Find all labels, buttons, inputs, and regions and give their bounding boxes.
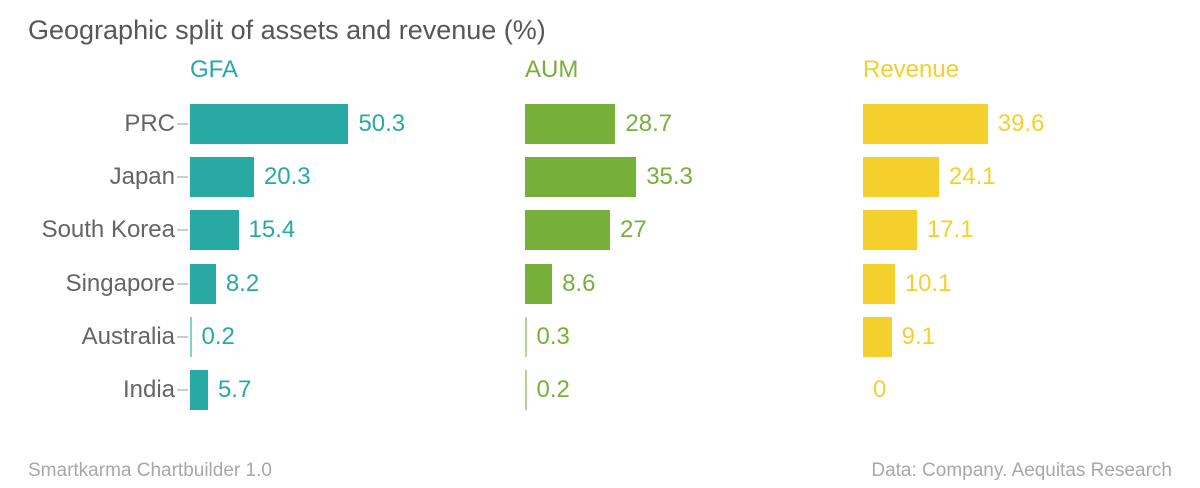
value-label-gfa-japan: 20.3	[263, 163, 311, 191]
bar-aum-prc	[525, 104, 616, 144]
axis-tick	[177, 229, 188, 232]
value-label-revenue-australia: 9.1	[901, 322, 936, 350]
bar-aum-india	[525, 370, 527, 410]
bar-gfa-japan	[190, 157, 254, 198]
bar-aum-south-korea	[525, 210, 611, 251]
bar-gfa-south-korea	[190, 210, 239, 251]
bar-gfa-india	[190, 370, 208, 410]
chart-title: Geographic split of assets and revenue (…	[28, 15, 546, 45]
value-label-gfa-south-korea: 15.4	[248, 216, 296, 244]
category-label-south-korea: South Korea	[41, 216, 175, 244]
bar-revenue-prc	[863, 104, 988, 144]
value-label-revenue-south-korea: 17.1	[926, 216, 974, 244]
value-label-revenue-india: 0	[873, 376, 887, 403]
category-label-japan: Japan	[109, 163, 175, 191]
value-label-aum-singapore: 8.6	[562, 269, 596, 297]
bar-revenue-singapore	[863, 263, 895, 304]
value-label-aum-india: 0.2	[536, 376, 570, 403]
value-label-revenue-prc: 39.6	[997, 110, 1045, 137]
axis-tick	[177, 389, 188, 391]
value-label-gfa-singapore: 8.2	[225, 269, 260, 297]
value-label-gfa-india: 5.7	[217, 376, 252, 403]
value-label-revenue-japan: 24.1	[948, 163, 996, 191]
value-label-aum-australia: 0.3	[536, 322, 570, 350]
series-header-revenue: Revenue	[863, 56, 960, 83]
value-label-gfa-australia: 0.2	[201, 322, 235, 350]
value-label-aum-japan: 35.3	[646, 163, 693, 191]
bar-revenue-south-korea	[863, 210, 917, 251]
bar-gfa-singapore	[190, 263, 216, 304]
bar-aum-singapore	[525, 263, 553, 304]
bar-gfa-australia	[190, 316, 192, 357]
value-label-aum-south-korea: 27	[620, 216, 647, 244]
axis-tick	[177, 123, 188, 125]
footer-source: Data: Company. Aequitas Research	[871, 460, 1172, 481]
bar-gfa-prc	[190, 104, 349, 144]
axis-tick	[177, 282, 188, 285]
bar-aum-japan	[525, 157, 637, 198]
category-label-singapore: Singapore	[65, 269, 175, 297]
category-label-india: India	[122, 376, 175, 403]
series-header-gfa: GFA	[190, 56, 239, 83]
bar-revenue-australia	[863, 316, 892, 357]
value-label-gfa-prc: 50.3	[358, 110, 406, 137]
series-header-aum: AUM	[525, 56, 579, 83]
axis-tick	[177, 176, 188, 179]
category-label-prc: PRC	[124, 110, 175, 137]
value-label-aum-prc: 28.7	[625, 110, 673, 137]
category-label-australia: Australia	[81, 322, 175, 350]
footer-brand: Smartkarma Chartbuilder 1.0	[28, 460, 272, 481]
bar-aum-australia	[525, 316, 527, 357]
axis-tick	[177, 335, 188, 338]
value-label-revenue-singapore: 10.1	[904, 269, 952, 297]
bar-revenue-japan	[863, 157, 939, 198]
